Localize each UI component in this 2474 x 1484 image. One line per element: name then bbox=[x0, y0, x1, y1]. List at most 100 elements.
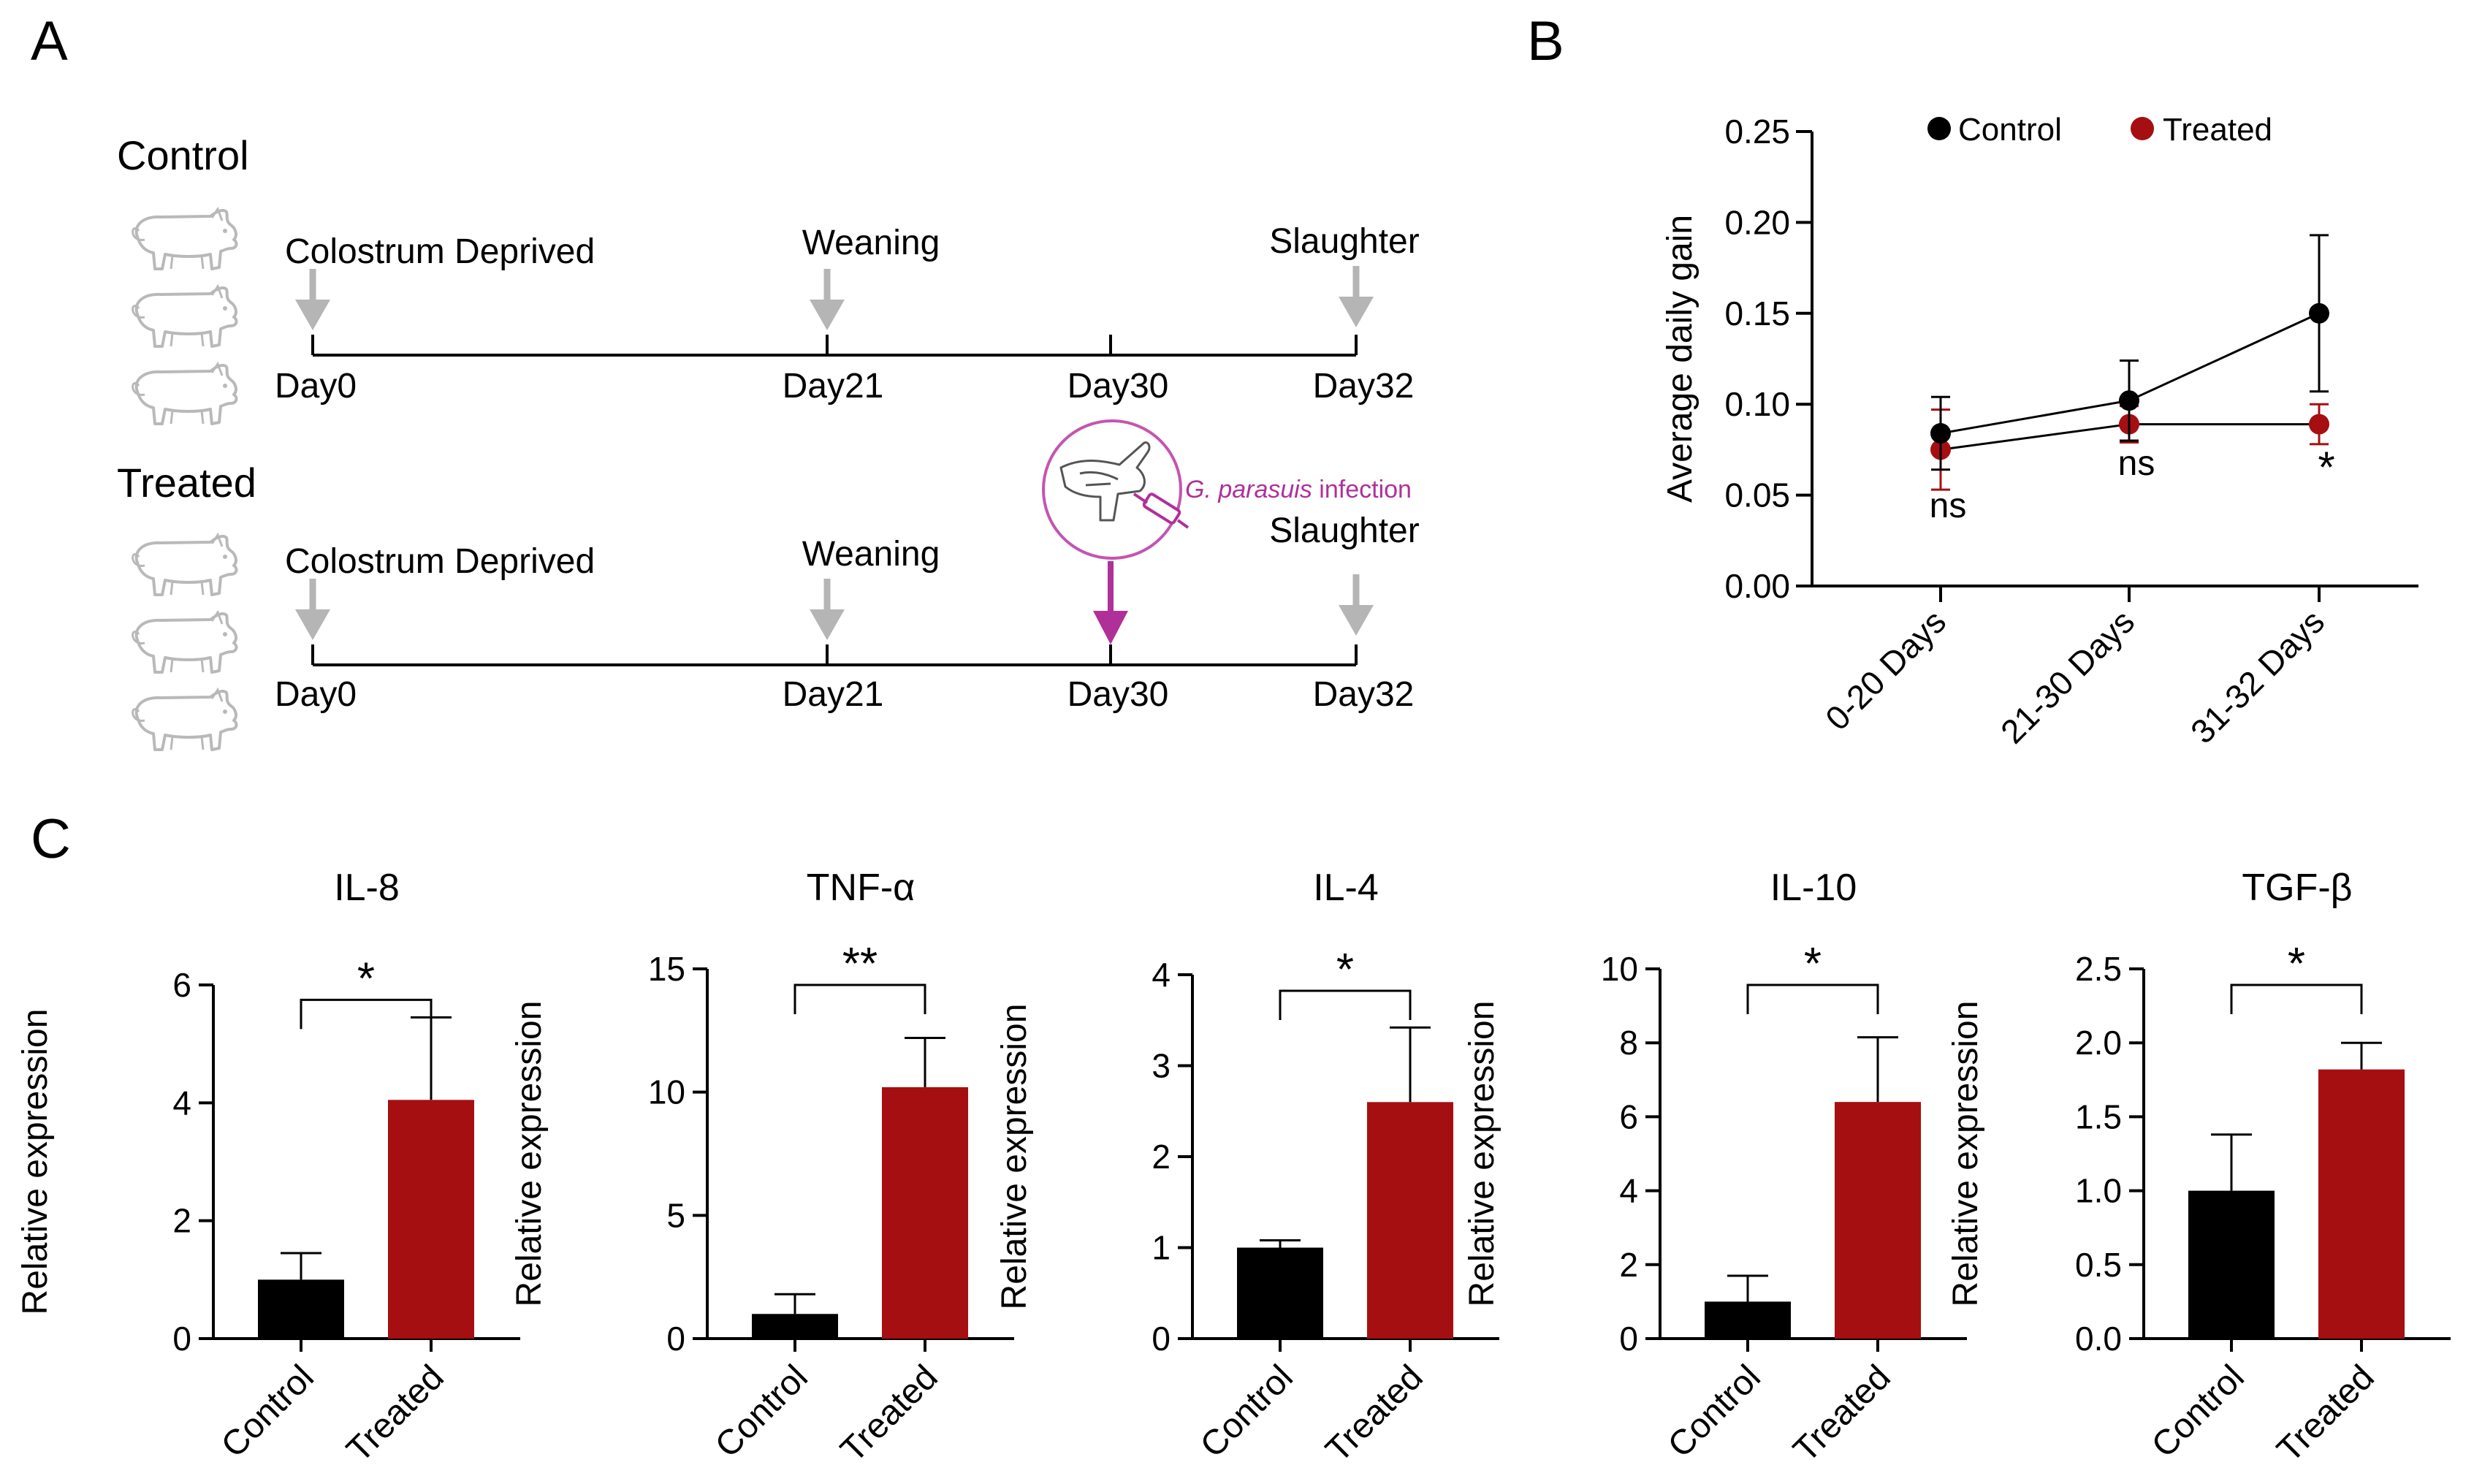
bar-control bbox=[258, 1279, 344, 1339]
y-tick-label: 2.0 bbox=[2075, 1024, 2122, 1062]
chart-title: IL-4 bbox=[1313, 867, 1379, 909]
event-label: Weaning bbox=[802, 224, 940, 262]
significance-bracket bbox=[1746, 983, 1879, 1014]
control-timeline: Colostrum Deprived Weaning Slaughter Day… bbox=[275, 222, 1420, 406]
y-tick-label: 10 bbox=[648, 1073, 685, 1111]
pig-icon bbox=[131, 285, 238, 348]
y-tick-label: 1.0 bbox=[2075, 1172, 2122, 1210]
significance-label: * bbox=[2288, 939, 2305, 989]
down-arrow-icon bbox=[810, 269, 845, 330]
down-arrow-icon bbox=[810, 579, 845, 640]
x-tick-label: Treated bbox=[1786, 1358, 1898, 1469]
y-tick-label: 2 bbox=[172, 1202, 191, 1240]
y-tick-label: 0.20 bbox=[1724, 203, 1790, 241]
significance-label: * bbox=[1804, 939, 1822, 989]
significance-label: * bbox=[357, 954, 375, 1004]
bar-treated bbox=[1367, 1102, 1453, 1339]
y-tick-label: 0.00 bbox=[1724, 567, 1790, 605]
bar-control bbox=[1237, 1247, 1323, 1339]
y-tick-label: 4 bbox=[1152, 956, 1171, 994]
y-tick-label: 2 bbox=[1619, 1246, 1638, 1284]
data-point-control bbox=[1930, 423, 1951, 444]
pig-icon bbox=[131, 208, 238, 270]
y-tick-label: 15 bbox=[648, 950, 685, 988]
x-tick-label: Control bbox=[1193, 1358, 1301, 1465]
infection-arrow-icon bbox=[1093, 561, 1128, 644]
x-tick-label: Control bbox=[2144, 1358, 2252, 1465]
y-axis-label: Relative expression bbox=[16, 1009, 55, 1315]
legend-label: Treated bbox=[2163, 112, 2272, 148]
y-axis-label: Relative expression bbox=[1463, 1001, 1501, 1307]
day-label: Day30 bbox=[1067, 675, 1169, 714]
x-tick-label: 31-32 Days bbox=[2183, 602, 2332, 750]
bar-chart-4: 0 2 4 6 8 10 Relative expression IL-10 Control Tr… bbox=[1463, 867, 1967, 1469]
down-arrow-icon bbox=[1339, 266, 1374, 327]
legend-label: Control bbox=[1958, 112, 2062, 148]
legend-marker-control bbox=[1927, 117, 1951, 140]
down-arrow-icon bbox=[295, 579, 330, 640]
x-tick-label: 21-30 Days bbox=[1993, 602, 2142, 750]
y-tick-label: 0.15 bbox=[1724, 294, 1790, 332]
y-tick-label: 0.0 bbox=[2075, 1320, 2122, 1358]
significance-label: ns bbox=[1930, 487, 1967, 525]
y-tick-label: 5 bbox=[666, 1196, 685, 1234]
significance-label: ** bbox=[842, 939, 878, 989]
y-tick-label: 1 bbox=[1152, 1229, 1171, 1267]
significance-bracket bbox=[2230, 983, 2363, 1014]
day-label: Day30 bbox=[1067, 367, 1169, 406]
x-tick-label: Treated bbox=[2270, 1358, 2382, 1469]
x-tick-label: Control bbox=[1661, 1358, 1768, 1465]
event-label: Slaughter bbox=[1269, 511, 1419, 550]
x-tick-label: Control bbox=[708, 1358, 815, 1465]
y-tick-label: 10 bbox=[1601, 950, 1638, 988]
y-tick-label: 4 bbox=[1619, 1172, 1638, 1210]
panel-a-label: A bbox=[31, 10, 68, 72]
event-label: Colostrum Deprived bbox=[285, 542, 595, 581]
infection-word: infection bbox=[1312, 476, 1412, 503]
event-label: Slaughter bbox=[1269, 222, 1419, 261]
treated-timeline: G. parasuis infection Colostrum Deprived… bbox=[275, 419, 1420, 714]
y-tick-label: 1.5 bbox=[2075, 1097, 2122, 1135]
bar-treated bbox=[1835, 1102, 1921, 1339]
event-label: Colostrum Deprived bbox=[285, 232, 595, 271]
bar-control bbox=[1705, 1301, 1791, 1339]
significance-label: ns bbox=[2118, 444, 2155, 483]
down-arrow-icon bbox=[1339, 574, 1374, 636]
y-tick-label: 0 bbox=[1152, 1320, 1171, 1358]
x-tick-label: Treated bbox=[340, 1358, 452, 1469]
y-tick-label: 4 bbox=[172, 1084, 191, 1122]
day-label: Day0 bbox=[275, 675, 357, 714]
x-tick-label: Treated bbox=[834, 1358, 945, 1469]
pig-icon bbox=[131, 362, 238, 425]
significance-bracket bbox=[1279, 989, 1412, 1020]
infection-label: G. parasuis infection bbox=[1185, 476, 1412, 503]
pig-icon bbox=[131, 688, 238, 751]
y-tick-label: 0.5 bbox=[2075, 1246, 2122, 1284]
chart-title: IL-10 bbox=[1770, 867, 1857, 909]
day-label: Day32 bbox=[1313, 367, 1415, 406]
day-label: Day21 bbox=[783, 367, 884, 406]
chart-title: TGF-β bbox=[2242, 867, 2352, 909]
chart-title: IL-8 bbox=[334, 867, 400, 909]
y-tick-label: 8 bbox=[1619, 1024, 1638, 1062]
y-tick-label: 0.05 bbox=[1724, 476, 1790, 514]
pig-injection-icon bbox=[1042, 419, 1190, 560]
data-point-treated bbox=[2309, 414, 2329, 435]
y-tick-label: 0 bbox=[666, 1320, 685, 1358]
y-tick-label: 0 bbox=[1619, 1320, 1638, 1358]
y-tick-label: 2.5 bbox=[2075, 950, 2122, 988]
y-tick-label: 2 bbox=[1152, 1138, 1171, 1176]
x-tick-label: 0-20 Days bbox=[1818, 602, 1953, 737]
pathogen-name: G. parasuis bbox=[1185, 476, 1312, 503]
panel-c-label: C bbox=[31, 808, 71, 870]
day-label: Day0 bbox=[275, 367, 357, 406]
event-label: Weaning bbox=[802, 535, 940, 574]
y-axis-label: Average daily gain bbox=[1661, 215, 1700, 503]
x-tick-label: Control bbox=[214, 1358, 321, 1465]
chart-title: TNF-α bbox=[807, 867, 915, 909]
significance-label: * bbox=[1336, 945, 1354, 995]
day-label: Day21 bbox=[783, 675, 884, 714]
down-arrow-icon bbox=[295, 269, 330, 330]
